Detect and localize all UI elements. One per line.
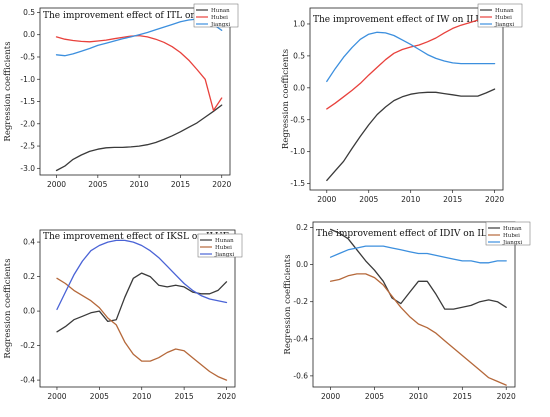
x-tick-label: 2020: [497, 392, 516, 401]
y-tick-label: -1.0: [20, 75, 35, 84]
chart-title: The improvement effect of IKSL on ILUE: [43, 232, 229, 242]
x-tick-label: 2005: [359, 195, 378, 204]
y-tick-label: -3.0: [20, 164, 35, 173]
series-line-hunan: [326, 88, 496, 182]
x-tick-label: 2020: [217, 392, 236, 401]
series-line-hunan: [329, 228, 507, 310]
x-tick-label: 2020: [212, 180, 231, 189]
chart-title: The improvement effect of ITL on ILUE: [43, 11, 222, 21]
series-line-hunan: [55, 104, 223, 172]
x-tick-label: 2020: [485, 195, 504, 204]
legend-label-hubei: Hubei: [211, 15, 228, 21]
y-tick-label: 0.0: [296, 260, 308, 269]
plot-frame: [312, 221, 516, 388]
chart-panel-iw: The improvement effect of IW on ILUE 2000…: [281, 3, 523, 204]
x-tick-label: 2005: [88, 180, 107, 189]
x-tick-label: 2000: [47, 392, 66, 401]
chart-panel-idiv: The improvement effect of IDIV on ILUE 20…: [283, 221, 531, 401]
x-tick-label: 2005: [365, 392, 384, 401]
y-tick-label: -2.5: [20, 142, 35, 151]
y-tick-label: -0.4: [20, 376, 35, 385]
y-axis-label: Regression coefficients: [3, 41, 13, 141]
legend-label-jiangxi: Jiangxi: [210, 22, 230, 28]
x-tick-label: 2005: [90, 392, 109, 401]
x-tick-label: 2015: [175, 392, 194, 401]
plot-frame: [39, 7, 231, 176]
chart-title: The improvement effect of IW on ILUE: [313, 15, 490, 25]
y-axis-label: Regression coefficients: [281, 49, 291, 149]
x-tick-label: 2010: [132, 392, 151, 401]
x-tick-label: 2010: [409, 392, 428, 401]
series-line-hunan: [56, 272, 228, 333]
y-tick-label: -1.5: [290, 179, 305, 188]
series-line-hubei: [55, 34, 223, 112]
x-tick-label: 2015: [453, 392, 472, 401]
legend-label-hubei: Hubei: [215, 245, 232, 251]
x-tick-label: 2010: [401, 195, 420, 204]
y-tick-label: 0.0: [23, 30, 35, 39]
y-tick-label: 0.4: [23, 238, 35, 247]
y-tick-label: 0.5: [23, 8, 35, 17]
series-line-jiangxi: [326, 31, 496, 83]
y-tick-label: 0.5: [293, 51, 305, 60]
y-tick-label: -0.4: [293, 334, 308, 343]
legend-label-hunan: Hunan: [211, 8, 230, 14]
series-line-jiangxi: [56, 239, 228, 311]
series-line-hubei: [329, 273, 507, 386]
plot-frame: [309, 7, 504, 191]
y-tick-label: -1.0: [290, 147, 305, 156]
x-tick-label: 2000: [321, 392, 340, 401]
y-tick-label: -0.2: [293, 297, 308, 306]
y-tick-label: 0.2: [23, 272, 35, 281]
x-tick-label: 2000: [47, 180, 66, 189]
series-line-hubei: [56, 277, 228, 381]
series-line-hubei: [326, 16, 496, 110]
y-tick-label: -0.2: [20, 341, 35, 350]
legend-label-jiangxi: Jiangxi: [214, 252, 234, 258]
y-tick-label: -0.6: [293, 371, 308, 380]
legend-label-jiangxi: Jiangxi: [494, 22, 514, 28]
x-tick-label: 2010: [130, 180, 149, 189]
chart-panel-iksl: The improvement effect of IKSL on ILUE 20…: [3, 229, 243, 401]
y-axis-label: Regression coefficients: [3, 258, 13, 358]
y-tick-label: -0.5: [290, 115, 305, 124]
y-tick-label: 0.0: [23, 307, 35, 316]
series-line-jiangxi: [329, 245, 507, 264]
legend-label-hunan: Hunan: [495, 8, 514, 14]
chart-panel-itl: The improvement effect of ITL on ILUE 200…: [3, 3, 239, 189]
plot-frame: [39, 229, 236, 388]
x-tick-label: 2015: [171, 180, 190, 189]
x-tick-label: 2000: [317, 195, 336, 204]
y-tick-label: -0.5: [20, 52, 35, 61]
legend-label-hubei: Hubei: [503, 233, 520, 239]
legend-label-hunan: Hunan: [503, 226, 522, 232]
y-tick-label: -1.5: [20, 97, 35, 106]
legend-label-jiangxi: Jiangxi: [502, 240, 522, 246]
legend-label-hubei: Hubei: [495, 15, 512, 21]
legend-label-hunan: Hunan: [215, 238, 234, 244]
y-tick-label: 0.0: [293, 83, 305, 92]
x-tick-label: 2015: [443, 195, 462, 204]
y-tick-label: 0.2: [296, 223, 308, 232]
y-tick-label: -2.0: [20, 119, 35, 128]
chart-title: The improvement effect of IDIV on ILUE: [316, 229, 501, 239]
y-axis-label: Regression coefficients: [283, 254, 293, 354]
y-tick-label: 1.0: [293, 19, 305, 28]
